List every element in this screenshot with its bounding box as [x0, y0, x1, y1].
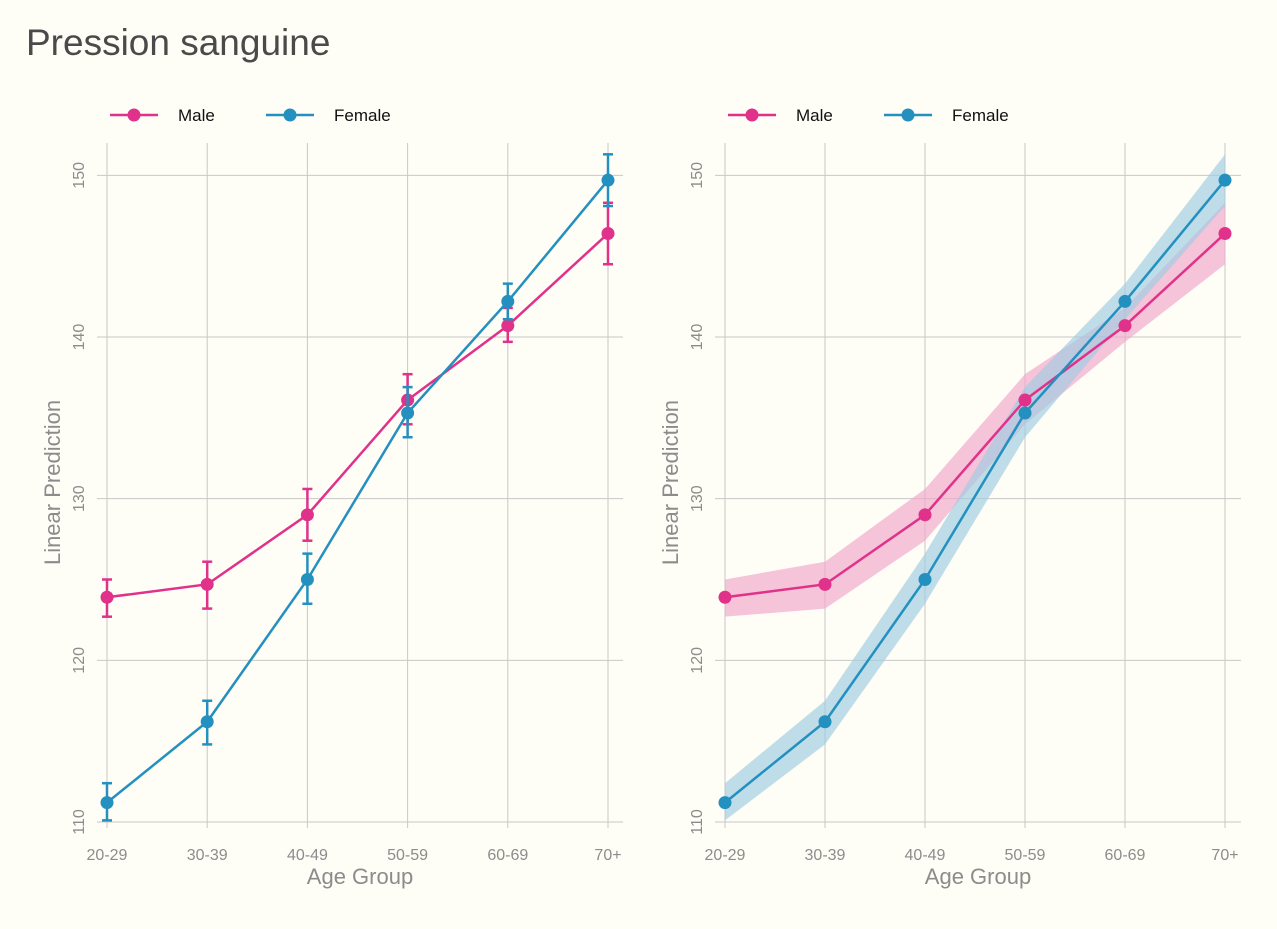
male-data-point	[100, 590, 114, 604]
legend-label: Female	[952, 106, 1009, 125]
y-tick-label: 120	[689, 647, 706, 674]
male-data-point	[1118, 319, 1132, 333]
male-data-point	[818, 577, 832, 591]
male-data-point	[501, 319, 515, 333]
female-series-line	[106, 179, 609, 804]
y-tick-label: 150	[71, 162, 88, 189]
female-data-point	[1118, 294, 1132, 308]
legend-marker	[745, 108, 759, 122]
y-tick-label: 130	[71, 485, 88, 512]
female-data-point	[501, 294, 515, 308]
female-data-point	[918, 573, 932, 586]
chart-panel-2: 110 120 130 140 150 20-29 30-39 40-49 50-59 60-69…	[658, 106, 1241, 889]
x-axis-title: Age Group	[925, 864, 1031, 889]
male-data-point	[918, 508, 932, 522]
x-tick-label: 70+	[594, 847, 621, 864]
chart-panel-1: 110 120 130 140 150 20-29 30-39 40-49 50-59 60-69…	[40, 106, 623, 889]
legend-label: Male	[796, 106, 833, 125]
y-tick-label: 110	[71, 809, 88, 835]
page-title: Pression sanguine	[26, 22, 331, 63]
male-data-point	[1018, 393, 1032, 407]
female-series-line	[724, 179, 1226, 804]
male-data-point	[300, 508, 314, 522]
legend-item-male: Male	[110, 106, 215, 125]
legend-label: Female	[334, 106, 391, 125]
legend-item-male: Male	[728, 106, 833, 125]
female-data-point	[200, 715, 214, 729]
x-tick-label: 20-29	[705, 847, 746, 864]
male-series-line	[724, 232, 1226, 599]
x-tick-label: 40-49	[287, 847, 328, 864]
female-data-point	[100, 796, 114, 810]
y-tick-label: 120	[71, 647, 88, 674]
y-tick-label: 150	[689, 162, 706, 189]
x-tick-label: 50-59	[387, 847, 428, 864]
male-data-point	[1218, 227, 1232, 241]
male-data-point	[200, 577, 214, 591]
x-tick-label: 30-39	[187, 847, 228, 864]
female-data-point	[818, 715, 832, 729]
x-tick-label: 50-59	[1005, 847, 1046, 864]
x-tick-label: 40-49	[905, 847, 946, 864]
female-data-point	[1018, 406, 1032, 420]
x-tick-label: 60-69	[1105, 847, 1146, 864]
y-tick-label: 110	[689, 809, 706, 835]
male-data-point	[718, 590, 732, 604]
x-axis-title: Age Group	[307, 864, 413, 889]
female-data-point	[601, 173, 615, 187]
y-axis-title: Linear Prediction	[40, 400, 65, 565]
legend-item-female: Female	[266, 106, 391, 125]
legend-item-female: Female	[884, 106, 1009, 125]
legend-marker	[127, 108, 141, 122]
male-confidence-band	[725, 202, 1225, 617]
female-data-point	[718, 796, 732, 810]
y-tick-label: 140	[71, 324, 88, 351]
legend-label: Male	[178, 106, 215, 125]
y-tick-label: 140	[689, 324, 706, 351]
x-tick-label: 20-29	[87, 847, 128, 864]
female-data-point	[300, 573, 314, 586]
female-data-point	[401, 406, 415, 420]
x-tick-label: 60-69	[487, 847, 528, 864]
legend-marker	[283, 108, 297, 122]
male-data-point	[601, 227, 615, 241]
x-tick-label: 30-39	[805, 847, 846, 864]
female-data-point	[1218, 173, 1232, 187]
male-series-line	[106, 232, 609, 599]
y-axis-title: Linear Prediction	[658, 400, 683, 565]
x-tick-label: 70+	[1211, 847, 1238, 864]
legend-marker	[901, 108, 915, 122]
female-confidence-band	[725, 154, 1225, 821]
y-tick-label: 130	[689, 485, 706, 512]
